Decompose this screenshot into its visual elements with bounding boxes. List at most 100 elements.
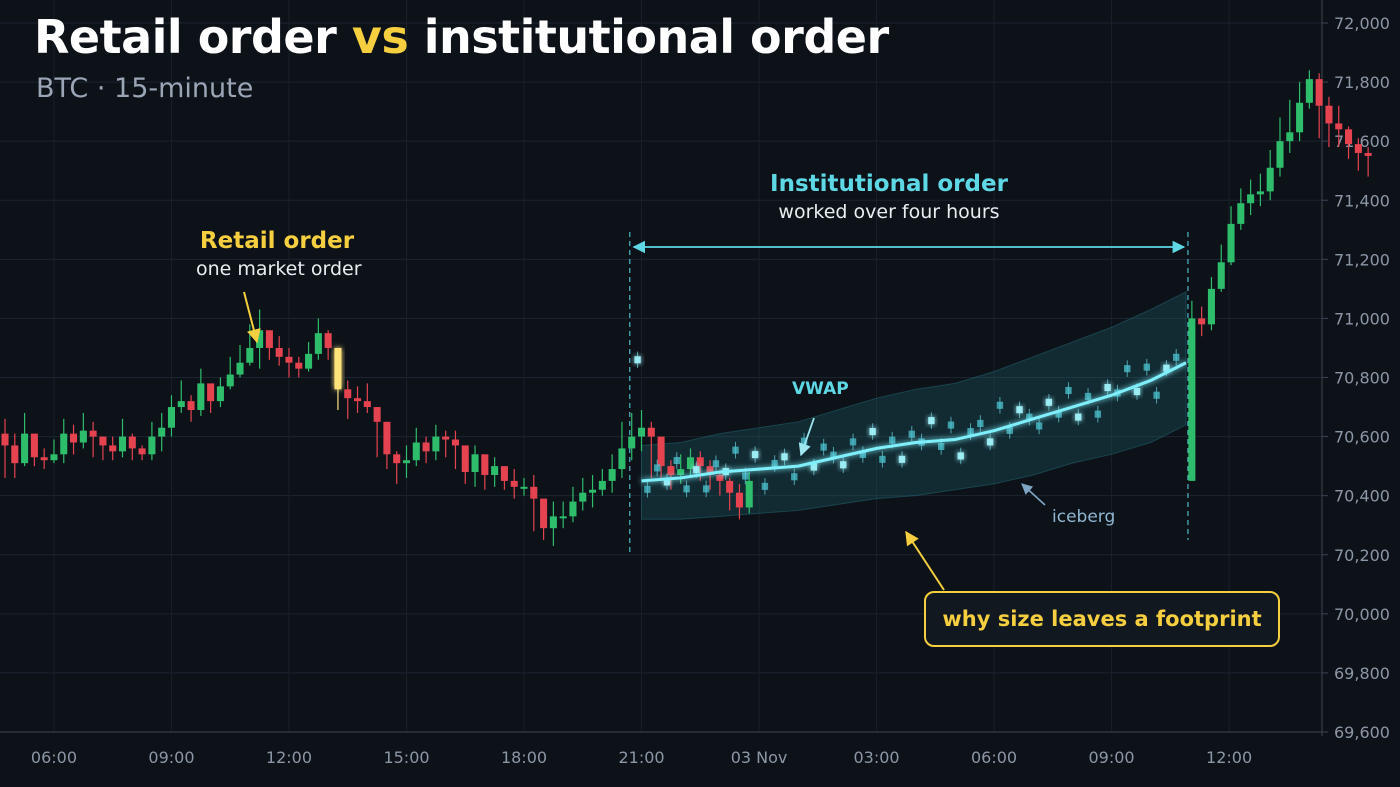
y-tick-label: 71,400 (1334, 191, 1390, 210)
candle (148, 436, 156, 455)
candle (696, 457, 704, 467)
candle (618, 448, 626, 470)
institutional-annotation: Institutional order worked over four hou… (740, 171, 1038, 223)
candle (559, 516, 567, 519)
post-candle (1364, 152, 1372, 156)
iceberg-slice (634, 356, 641, 364)
iceberg-slice (830, 451, 837, 459)
retail-subheading: one market order (196, 258, 362, 280)
candle (305, 353, 313, 369)
candle (21, 433, 29, 464)
iceberg-slice (1153, 391, 1160, 399)
y-tick-label: 70,800 (1334, 369, 1390, 388)
iceberg-slice (1016, 406, 1023, 414)
title-part-1: Retail order (34, 10, 352, 64)
candle (236, 362, 244, 375)
post-candle (1247, 194, 1255, 204)
iceberg-slice (1045, 398, 1053, 406)
y-tick-label: 71,600 (1334, 132, 1390, 151)
vwap-label: VWAP (792, 379, 849, 399)
candle (344, 389, 352, 399)
candle (285, 356, 293, 363)
post-candle (1266, 167, 1274, 192)
y-tick-label: 70,400 (1334, 487, 1390, 506)
post-candle (1345, 129, 1353, 145)
candle (138, 448, 146, 455)
title-part-3: institutional order (408, 10, 889, 64)
candle (383, 421, 391, 455)
candle (167, 407, 175, 428)
retail-heading: Retail order (199, 228, 355, 254)
vwap-band (641, 291, 1187, 520)
iceberg-slice (1084, 392, 1092, 400)
y-tick-label: 70,600 (1334, 428, 1390, 447)
iceberg-slice (781, 453, 788, 461)
iceberg-slice (1065, 386, 1072, 395)
iceberg-slice (1075, 413, 1082, 421)
candle (79, 430, 87, 443)
x-tick-label: 06:00 (31, 748, 77, 767)
iceberg-slice (693, 466, 700, 474)
x-tick-label: 03:00 (853, 748, 899, 767)
title-vs: vs (351, 10, 409, 64)
y-tick-label: 69,600 (1334, 723, 1390, 742)
iceberg-slice (947, 421, 955, 429)
candle (726, 480, 734, 493)
candle (40, 457, 48, 461)
post-candle (1276, 141, 1284, 168)
iceberg-slice (928, 417, 935, 425)
candle (451, 439, 459, 446)
iceberg-slice (644, 485, 651, 493)
iceberg-slice (742, 472, 749, 480)
iceberg-slice (1104, 383, 1111, 392)
y-tick-label: 71,000 (1334, 309, 1390, 328)
x-tick-label: 12:00 (1206, 748, 1252, 767)
candles (1, 70, 1372, 546)
post-candle (1315, 79, 1323, 106)
iceberg-label: iceberg (1052, 507, 1116, 527)
candle (187, 401, 195, 410)
iceberg-slice (1124, 365, 1131, 373)
iceberg-slice (1035, 422, 1043, 430)
post-candle (1325, 105, 1333, 124)
candle (158, 427, 166, 437)
candle (99, 436, 107, 446)
candle (324, 333, 332, 348)
candle (11, 445, 19, 464)
x-tick-label: 21:00 (618, 748, 664, 767)
iceberg-slice (859, 450, 867, 459)
post-candle (1217, 262, 1225, 289)
candle (481, 454, 489, 475)
iceberg-slice (732, 446, 739, 454)
iceberg-slice (761, 482, 769, 490)
x-tick-label: 12:00 (266, 748, 312, 767)
candle (432, 436, 440, 452)
iceberg-slice (937, 442, 945, 451)
iceberg-slice (849, 438, 857, 446)
candle (471, 454, 479, 473)
candle (657, 436, 665, 467)
candle (314, 333, 322, 354)
iceberg-slice (771, 459, 778, 468)
y-tick-label: 69,800 (1334, 664, 1390, 683)
candle (520, 486, 528, 489)
candle (598, 480, 606, 490)
post-candle (1256, 191, 1264, 195)
vwap-arrow (798, 417, 815, 457)
iceberg-slice (810, 463, 818, 471)
candle (706, 466, 714, 475)
candle (393, 454, 401, 464)
candle (530, 486, 538, 499)
candle (735, 492, 743, 508)
iceberg-slice (957, 452, 964, 460)
y-tick-label: 70,000 (1334, 605, 1390, 624)
candle (226, 374, 234, 387)
candle (354, 398, 362, 402)
iceberg-slice (663, 478, 671, 486)
callout-arrow (905, 530, 945, 591)
iceberg-slice (1006, 426, 1013, 434)
iceberg-slice (977, 419, 984, 427)
candle (30, 433, 38, 458)
